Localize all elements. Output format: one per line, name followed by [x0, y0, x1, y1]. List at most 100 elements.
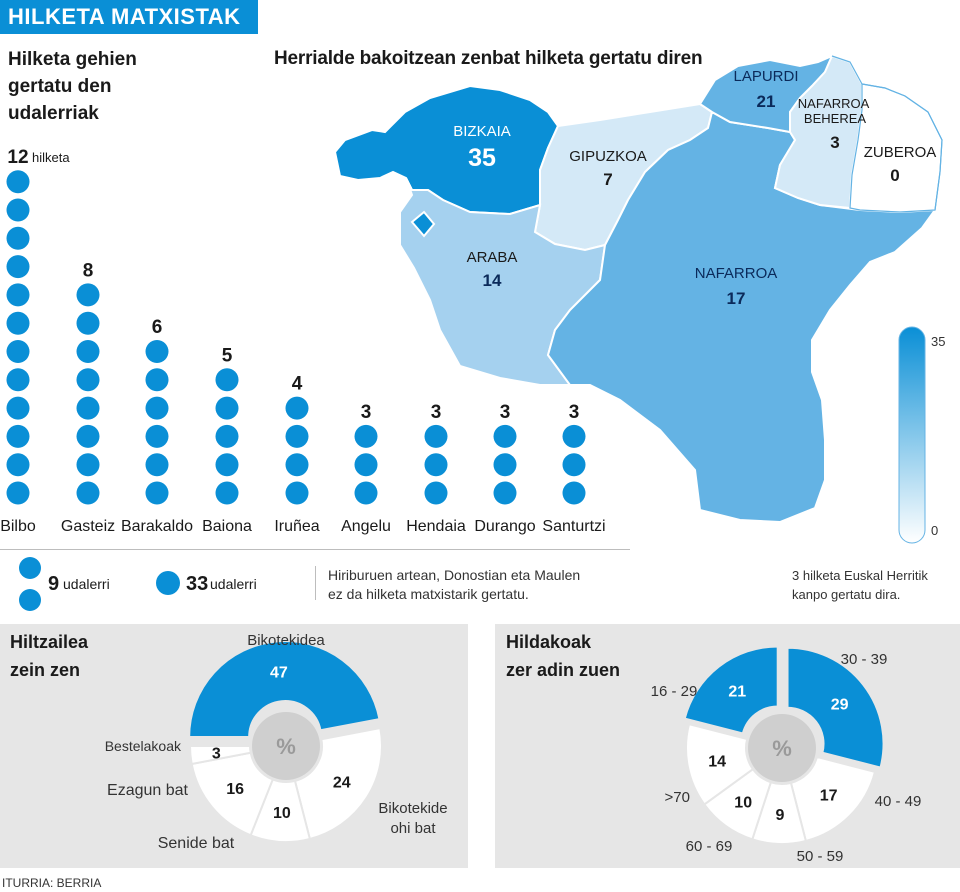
dot-2-7	[76, 311, 100, 335]
dot-1-2	[6, 453, 30, 477]
region-araba-enclave	[410, 210, 436, 238]
note-capitals-line-2: ez da hilketa matxistarik gertatu.	[328, 586, 529, 602]
killer-pie-slice-label-5: Bestelakoak	[105, 738, 182, 754]
dot-4-5	[215, 368, 239, 392]
killer-pie-slice-value-4: 16	[226, 781, 244, 798]
dot-7-1	[424, 481, 448, 505]
dot-4-3	[215, 424, 239, 448]
bar-unit-label: hilketa	[32, 150, 70, 165]
coast-outline	[831, 55, 943, 211]
dot-1-12	[6, 170, 30, 194]
dot-2-5	[76, 368, 100, 392]
age-pie-slice-value-3: 9	[775, 807, 784, 824]
label-nafarroa-beherea-line-2: BEHEREA	[804, 111, 866, 126]
map-title: Herrialde bakoitzean zenbat hilketa gert…	[274, 48, 703, 69]
legend-small-label: udalerri	[63, 576, 110, 592]
killer-pie-slice-label-4: Ezagun bat	[107, 782, 189, 799]
label-araba: ARABA	[467, 249, 518, 266]
label-bizkaia: BIZKAIA	[453, 123, 511, 140]
region-map: BIZKAIA 35 GIPUZKOA 7 ARABA 14 NAFARROA …	[333, 54, 945, 544]
age-pie-slice-value-2: 17	[820, 788, 838, 805]
note-capitals-line-1: Hiriburuen artean, Donostian eta Maulen	[328, 567, 581, 583]
value-gipuzkoa: 7	[603, 170, 612, 189]
dot-1-5	[6, 368, 30, 392]
category-label-7: Hendaia	[406, 518, 466, 535]
age-pie-slice-value-5: 14	[708, 753, 726, 770]
killer-pie-slice-label-1: Bikotekidea	[247, 632, 325, 649]
legend-separator	[315, 566, 316, 600]
value-nafarroa-beherea: 3	[830, 133, 839, 152]
killer-pie-slice-1	[188, 640, 381, 739]
killer-title: Hiltzailea zein zen	[10, 628, 88, 684]
killer-title-line-2: zein zen	[10, 660, 81, 680]
dot-4-1	[215, 481, 239, 505]
age-pie-slice-1	[786, 646, 885, 769]
age-pie-center-label: %	[772, 736, 792, 761]
legend-big-label: udalerri	[210, 576, 257, 592]
age-pie-slice-label-6: 16 - 29	[651, 683, 698, 700]
dot-3-4	[145, 396, 169, 420]
dot-9-3	[562, 424, 586, 448]
color-scale-bar	[898, 326, 926, 544]
dot-3-6	[145, 340, 169, 363]
dot-4-2	[215, 453, 239, 477]
age-pie-center	[748, 714, 816, 782]
label-gipuzkoa: GIPUZKOA	[569, 148, 647, 165]
age-pie-slice-label-4: 60 - 69	[686, 838, 733, 855]
dot-6-2	[354, 453, 378, 477]
dot-1-11	[6, 198, 30, 222]
label-nafarroa-beherea: NAFARROA BEHEREA	[798, 96, 872, 126]
value-zuberoa: 0	[890, 166, 899, 185]
killer-pie-slice-value-1: 47	[270, 664, 288, 681]
killer-pie-slice-label-3: Senide bat	[158, 835, 235, 852]
killer-pie-slice-5	[188, 745, 252, 766]
age-pie-slice-value-1: 29	[831, 696, 849, 713]
killer-pie-slice-value-5: 3	[212, 746, 221, 763]
killer-pie-slice-label-2: Bikotekide ohi bat	[378, 800, 447, 837]
bar-value-1: 12	[7, 147, 28, 168]
label-nafarroa: NAFARROA	[695, 265, 778, 282]
dot-3-1	[145, 481, 169, 505]
dot-5-3	[285, 424, 309, 448]
legend-small-value: 9	[48, 573, 59, 595]
towns-title-line-2: gertatu den	[8, 76, 112, 97]
age-pie-slice-2	[789, 755, 877, 843]
age-pie-slice-label-1: 30 - 39	[841, 651, 888, 668]
dot-3-5	[145, 368, 169, 392]
dot-8-3	[493, 424, 517, 448]
age-pie-slice-value-6: 21	[728, 683, 746, 700]
dot-1-3	[6, 424, 30, 448]
age-title: Hildakoak zer adin zuen	[506, 628, 620, 684]
dot-2-4	[76, 396, 100, 420]
note-capitals: Hiriburuen artean, Donostian eta Maulen …	[328, 566, 580, 604]
value-araba: 14	[483, 271, 502, 290]
note-outside-line-2: kanpo gertatu dira.	[792, 587, 901, 602]
age-pie-slice-label-5: >70	[665, 789, 690, 806]
label-zuberoa: ZUBEROA	[864, 144, 937, 161]
dot-3-3	[145, 424, 169, 448]
dot-legend: 9 udalerri 33 udalerri	[19, 557, 257, 611]
age-pie-slice-value-4: 10	[734, 794, 752, 811]
dot-5-1	[285, 481, 309, 505]
killer-pie-slice-value-2: 24	[333, 774, 351, 791]
age-pie-slice-6	[683, 645, 779, 735]
dot-5-4	[285, 396, 309, 420]
dot-1-9	[6, 255, 30, 279]
category-label-4: Baiona	[202, 518, 252, 535]
age-pie-slice-label-3: 50 - 59	[797, 848, 844, 865]
dot-1-7	[6, 311, 30, 335]
note-outside-line-1: 3 hilketa Euskal Herritik	[792, 568, 928, 583]
dot-8-1	[493, 481, 517, 505]
dot-2-8	[76, 283, 100, 307]
category-label-9: Santurtzi	[542, 518, 605, 535]
bar-value-8: 3	[500, 402, 511, 423]
dot-7-2	[424, 453, 448, 477]
dot-4-4	[215, 396, 239, 420]
source-credit: ITURRIA: BERRIA	[2, 876, 102, 890]
killer-pie-slice-value-3: 10	[273, 805, 291, 822]
killer-pie-center-label: %	[276, 734, 296, 759]
value-bizkaia: 35	[468, 144, 496, 172]
dot-7-3	[424, 424, 448, 448]
legend-small-dot-2	[19, 589, 41, 611]
